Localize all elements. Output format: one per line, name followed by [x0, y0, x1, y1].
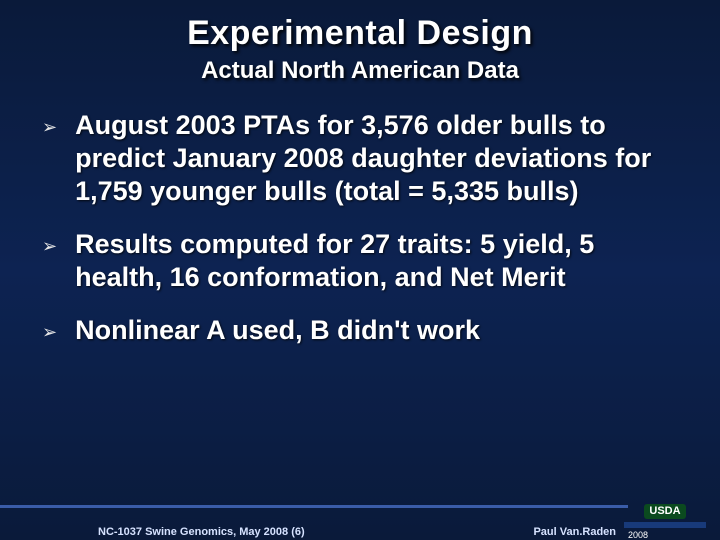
usda-logo-block: USDA 2008: [624, 501, 706, 540]
usda-logo-icon: USDA: [644, 504, 685, 519]
bullet-text: August 2003 PTAs for 3,576 older bulls t…: [75, 109, 678, 208]
bullet-text: Results computed for 27 traits: 5 yield,…: [75, 228, 678, 294]
list-item: ➢ August 2003 PTAs for 3,576 older bulls…: [42, 109, 678, 208]
footer: NC-1037 Swine Genomics, May 2008 (6) Pau…: [0, 512, 720, 540]
usda-year: 2008: [624, 530, 706, 540]
slide-title: Experimental Design: [0, 14, 720, 53]
usda-bar: [624, 522, 706, 528]
footer-left-text: NC-1037 Swine Genomics, May 2008 (6): [98, 526, 305, 538]
bullet-text: Nonlinear A used, B didn't work: [75, 314, 480, 347]
list-item: ➢ Results computed for 27 traits: 5 yiel…: [42, 228, 678, 294]
bullet-icon: ➢: [42, 322, 57, 343]
footer-right-text: Paul Van.Raden: [533, 526, 616, 538]
list-item: ➢ Nonlinear A used, B didn't work: [42, 314, 678, 347]
bullet-icon: ➢: [42, 117, 57, 138]
bullet-icon: ➢: [42, 236, 57, 257]
bullet-list: ➢ August 2003 PTAs for 3,576 older bulls…: [42, 109, 678, 347]
slide-subtitle: Actual North American Data: [0, 57, 720, 85]
footer-divider: [0, 505, 628, 508]
